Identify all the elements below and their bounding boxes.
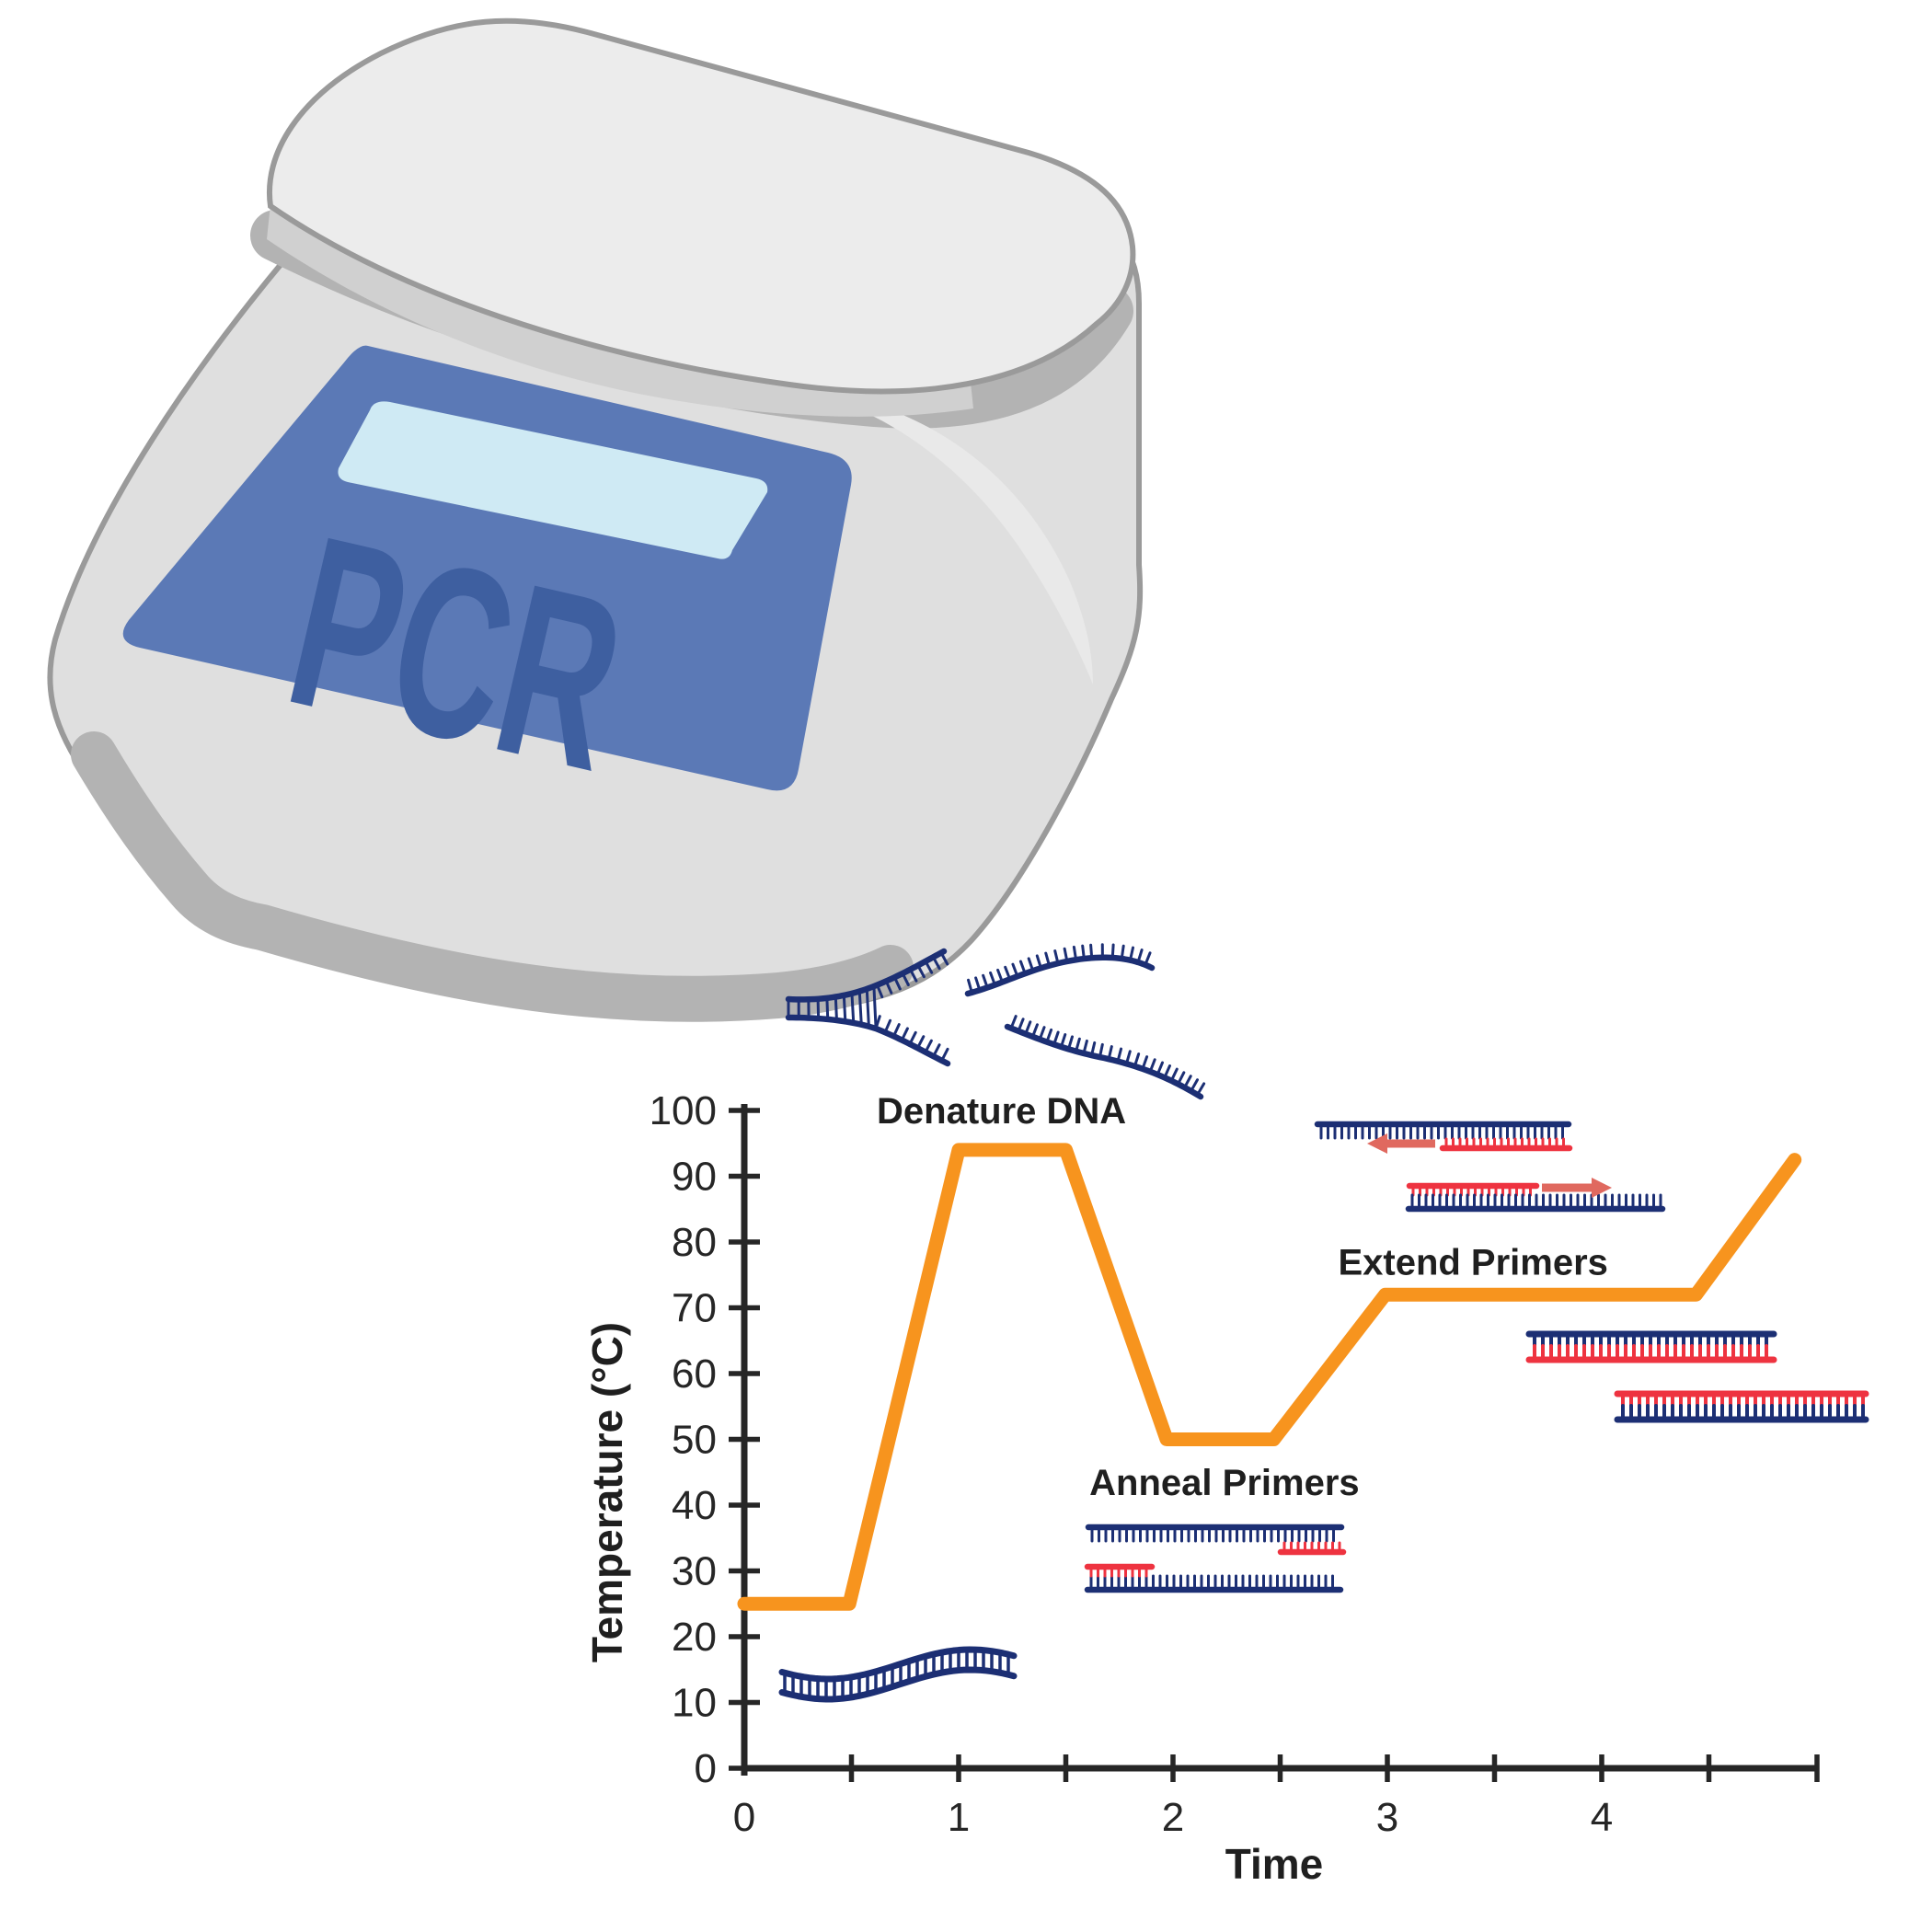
x-tick-label: 0 <box>733 1795 755 1840</box>
product-duplex-1-icon <box>1525 1330 1777 1363</box>
denatured-strand-upper-icon <box>964 943 1156 997</box>
y-tick-label: 0 <box>695 1746 717 1791</box>
extending-strand-bottom-icon <box>1405 1182 1666 1213</box>
y-tick-label: 40 <box>672 1483 717 1528</box>
machine-lid <box>267 17 1136 395</box>
dna-illustrations <box>778 943 1869 1703</box>
x-axis-title: Time <box>1225 1840 1324 1888</box>
extending-strand-top-icon <box>1314 1121 1573 1152</box>
extension-arrow-left-icon <box>1367 1133 1435 1154</box>
y-axis-title: Temperature (°C) <box>583 1322 631 1662</box>
primer-reverse-icon <box>1277 1541 1347 1556</box>
pcr-machine-illustration: PCR <box>47 17 1144 1022</box>
y-tick-label: 30 <box>672 1549 717 1594</box>
step-annotation: Anneal Primers <box>1089 1463 1359 1503</box>
denatured-strand-lower-icon <box>1004 1015 1206 1100</box>
primer-forward-icon <box>1084 1563 1156 1578</box>
step-annotation: Denature DNA <box>877 1091 1126 1132</box>
y-tick-label: 10 <box>672 1681 717 1726</box>
machine-display-panel <box>122 345 852 791</box>
machine-lid-side <box>267 204 973 417</box>
machine-right-highlight <box>865 405 1093 684</box>
product-duplex-2-icon <box>1614 1390 1869 1423</box>
x-tick-label: 1 <box>948 1795 970 1840</box>
template-dna-icon <box>778 1646 1018 1703</box>
temperature-time-chart: 0 10 20 30 40 50 60 70 80 90 100 0 1 2 3 4 Denature DNA A… <box>583 1088 1820 1888</box>
step-annotation: Extend Primers <box>1338 1242 1607 1282</box>
extension-arrow-right-icon <box>1542 1178 1612 1198</box>
y-tick-label: 70 <box>672 1286 717 1331</box>
y-tick-label: 60 <box>672 1351 717 1397</box>
y-tick-label: 80 <box>672 1220 717 1265</box>
x-tick-label: 4 <box>1591 1795 1613 1840</box>
annealing-template-bottom-icon <box>1084 1574 1344 1593</box>
machine-display-screen <box>338 401 768 559</box>
temperature-profile-line <box>737 1143 1802 1611</box>
machine-base-shadow-band <box>71 731 914 1022</box>
y-tick-label: 100 <box>650 1088 717 1133</box>
y-tick-label: 50 <box>672 1418 717 1463</box>
annealing-template-top-icon <box>1085 1524 1345 1543</box>
denatured-dna-fork-icon <box>785 948 951 1067</box>
x-tick-label: 2 <box>1162 1795 1184 1840</box>
x-tick-label: 3 <box>1376 1795 1398 1840</box>
y-tick-label: 20 <box>672 1615 717 1660</box>
y-tick-label: 90 <box>672 1155 717 1200</box>
